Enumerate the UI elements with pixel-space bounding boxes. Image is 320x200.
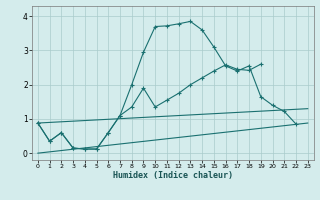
X-axis label: Humidex (Indice chaleur): Humidex (Indice chaleur) — [113, 171, 233, 180]
